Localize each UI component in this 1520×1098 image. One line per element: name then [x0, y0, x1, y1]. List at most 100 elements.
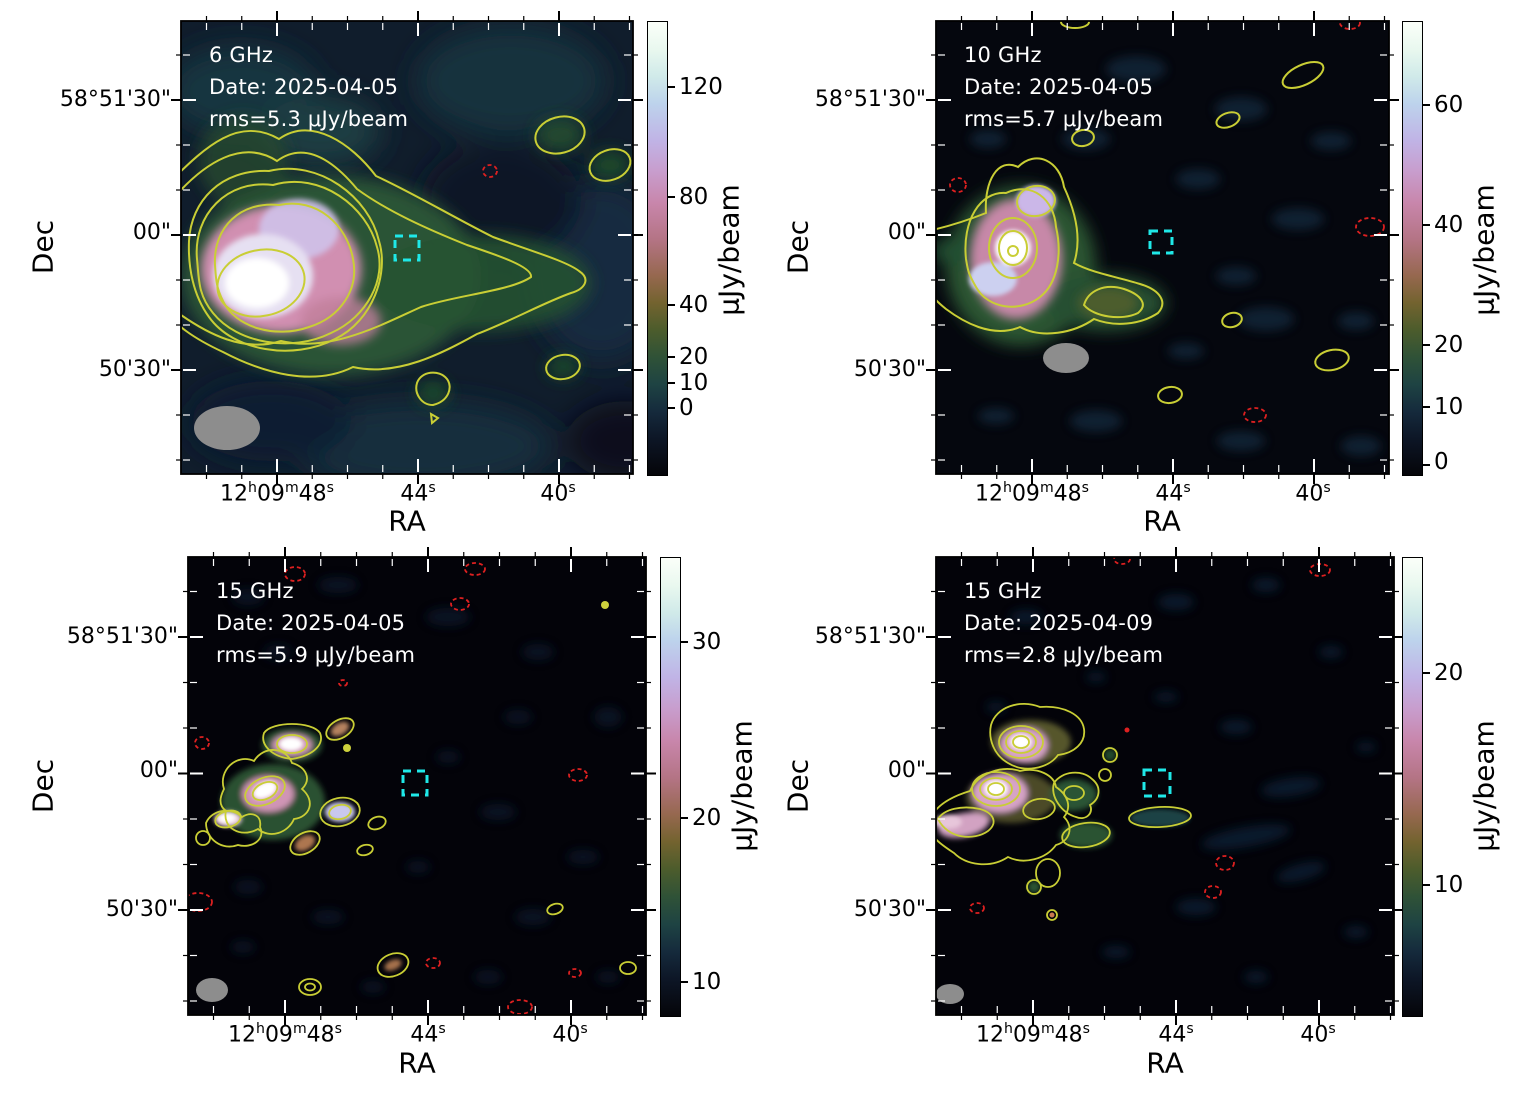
colorbar-tick-label: 20	[1434, 660, 1464, 686]
colorbar-unit-label: μJy/beam	[1467, 184, 1501, 316]
ra-tick-label: 40s	[1295, 480, 1331, 507]
colorbar-tick	[667, 196, 675, 198]
colorbar-tick-label: 10	[1434, 394, 1464, 420]
colorbar-15ghz-b	[1402, 557, 1423, 1017]
beam-ellipse	[1043, 343, 1089, 373]
colorbar-unit-label: μJy/beam	[725, 720, 759, 852]
dec-tick-label: 58°51'30"	[814, 624, 926, 649]
dec-tick-label: 50'30"	[98, 357, 171, 382]
map-art-6ghz	[181, 21, 633, 474]
beam-ellipse	[196, 978, 228, 1002]
colorbar-tick	[1422, 884, 1430, 886]
ra-tick-label: 40s	[552, 1021, 588, 1048]
y-axis-title: Dec	[781, 758, 815, 814]
panel-annotation-15ghz-a: 15 GHz Date: 2025-04-05 rms=5.9 μJy/beam	[216, 576, 415, 672]
colorbar-tick	[1422, 104, 1430, 106]
rms-label: rms=5.7 μJy/beam	[964, 106, 1164, 131]
axis-ticks	[171, 11, 643, 484]
negative-contours	[188, 562, 588, 1015]
colorbar-tick-label: 0	[1434, 449, 1449, 475]
date-label: Date: 2025-04-05	[216, 610, 406, 635]
colorbar-tick	[680, 981, 688, 983]
colorbar-tick-label: 10	[679, 370, 709, 396]
colorbar-unit-label: μJy/beam	[1467, 720, 1501, 852]
x-axis-title: RA	[398, 1046, 436, 1080]
colorbar-tick	[1422, 406, 1430, 408]
target-marker-box	[401, 769, 429, 797]
dec-tick-label: 58°51'30"	[814, 87, 926, 112]
axis-ticks	[178, 547, 656, 1025]
y-axis-title: Dec	[26, 758, 60, 814]
colorbar-tick	[680, 641, 688, 643]
dec-tick-label: 00"	[139, 758, 178, 783]
y-axis-title: Dec	[26, 219, 60, 275]
colorbar-tick	[1422, 344, 1430, 346]
panel-frame	[935, 20, 1390, 475]
colorbar-tick-label: 20	[1434, 332, 1464, 358]
colorbar-tick-label: 30	[692, 629, 722, 655]
colorbar-tick	[1422, 672, 1430, 674]
map-art-15ghz-b	[936, 557, 1394, 1015]
target-marker-box	[1148, 229, 1174, 255]
date-label: Date: 2025-04-05	[964, 74, 1154, 99]
ra-tick-label: 12h09m48s	[220, 480, 334, 507]
colorbar-tick-label: 120	[679, 74, 723, 100]
ra-tick-label: 12h09m48s	[228, 1021, 342, 1048]
colorbar-tick-label: 0	[679, 395, 694, 421]
y-axis-title: Dec	[781, 219, 815, 275]
freq-label: 15 GHz	[964, 579, 1042, 603]
colorbar-tick-label: 60	[1434, 92, 1464, 118]
negative-contour	[482, 164, 498, 178]
target-marker-box	[1142, 768, 1172, 798]
ra-tick-label: 44s	[400, 480, 436, 507]
date-label: Date: 2025-04-05	[209, 74, 399, 99]
freq-label: 10 GHz	[964, 43, 1042, 67]
colorbar-tick	[667, 407, 675, 409]
dec-tick-label: 00"	[132, 220, 171, 245]
axis-ticks	[926, 547, 1404, 1025]
colorbar-15ghz-a	[660, 557, 681, 1017]
colorbar-tick-label: 10	[1434, 872, 1464, 898]
colorbar-tick-label: 10	[692, 969, 722, 995]
date-label: Date: 2025-04-09	[964, 610, 1154, 635]
colorbar-tick	[667, 304, 675, 306]
dec-tick-label: 50'30"	[105, 897, 178, 922]
colorbar-6ghz	[647, 21, 668, 476]
panel-annotation-15ghz-b: 15 GHz Date: 2025-04-09 rms=2.8 μJy/beam	[964, 576, 1163, 672]
x-axis-title: RA	[1143, 504, 1181, 538]
ra-tick-label: 44s	[1158, 1021, 1194, 1048]
ra-tick-label: 40s	[1300, 1021, 1336, 1048]
ra-tick-label: 44s	[1155, 480, 1191, 507]
colorbar-10ghz	[1402, 21, 1423, 476]
ra-tick-label: 44s	[410, 1021, 446, 1048]
panel-annotation-6ghz: 6 GHz Date: 2025-04-05 rms=5.3 μJy/beam	[209, 40, 408, 136]
dec-tick-label: 00"	[887, 220, 926, 245]
colorbar-tick-label: 80	[679, 184, 709, 210]
beam-ellipse	[194, 406, 260, 450]
colorbar-unit-label: μJy/beam	[712, 184, 746, 316]
colorbar-tick-label: 20	[679, 344, 709, 370]
colorbar-tick	[1422, 464, 1430, 466]
panel-frame	[187, 556, 647, 1016]
negative-contours	[949, 21, 1385, 423]
colorbar-tick-label: 40	[1434, 212, 1464, 238]
ra-tick-label: 40s	[540, 480, 576, 507]
dec-tick-label: 00"	[887, 758, 926, 783]
ra-tick-label: 12h09m48s	[976, 1021, 1090, 1048]
dec-tick-label: 58°51'30"	[66, 624, 178, 649]
colorbar-tick-label: 40	[679, 292, 709, 318]
freq-label: 15 GHz	[216, 579, 294, 603]
map-art-15ghz-a	[188, 557, 646, 1015]
rms-label: rms=5.3 μJy/beam	[209, 106, 409, 131]
dec-tick-label: 50'30"	[853, 897, 926, 922]
map-art-10ghz	[936, 21, 1389, 474]
colorbar-tick	[667, 356, 675, 358]
rms-label: rms=2.8 μJy/beam	[964, 642, 1164, 667]
panel-frame	[935, 556, 1395, 1016]
freq-label: 6 GHz	[209, 43, 274, 67]
ra-tick-label: 12h09m48s	[975, 480, 1089, 507]
dec-tick-label: 50'30"	[853, 357, 926, 382]
dec-tick-label: 58°51'30"	[59, 87, 171, 112]
